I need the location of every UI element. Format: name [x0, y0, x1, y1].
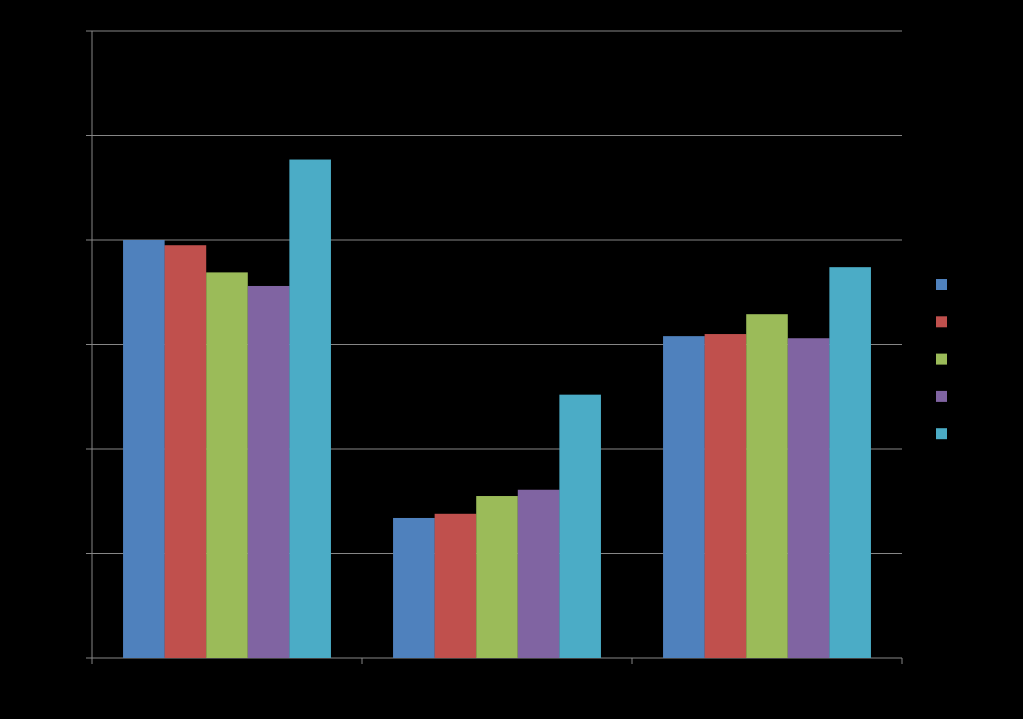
y-tick-label: 6	[75, 23, 82, 37]
bar	[393, 517, 435, 658]
y-tick-label: 4	[75, 232, 82, 246]
bar	[289, 159, 331, 658]
bar	[206, 272, 248, 658]
y-tick-label: 0	[75, 650, 82, 664]
legend-swatch	[936, 279, 947, 290]
legend-swatch	[936, 390, 947, 402]
bar	[164, 245, 207, 658]
bar	[517, 489, 560, 658]
y-tick-label: 2	[75, 441, 82, 455]
bar	[123, 240, 165, 658]
legend-swatch	[936, 428, 947, 440]
bar	[434, 513, 477, 658]
bar	[559, 394, 601, 658]
bar	[247, 285, 290, 658]
legend-swatch	[936, 353, 947, 365]
bar	[787, 338, 830, 658]
bar	[663, 336, 705, 658]
bar	[829, 267, 871, 658]
bar	[704, 334, 747, 658]
y-tick-label: 5	[75, 128, 82, 142]
legend-swatch	[936, 316, 947, 328]
bar	[476, 496, 518, 658]
y-tick-label: 1	[75, 546, 82, 560]
bar	[746, 314, 788, 658]
y-tick-label: 3	[75, 337, 82, 351]
